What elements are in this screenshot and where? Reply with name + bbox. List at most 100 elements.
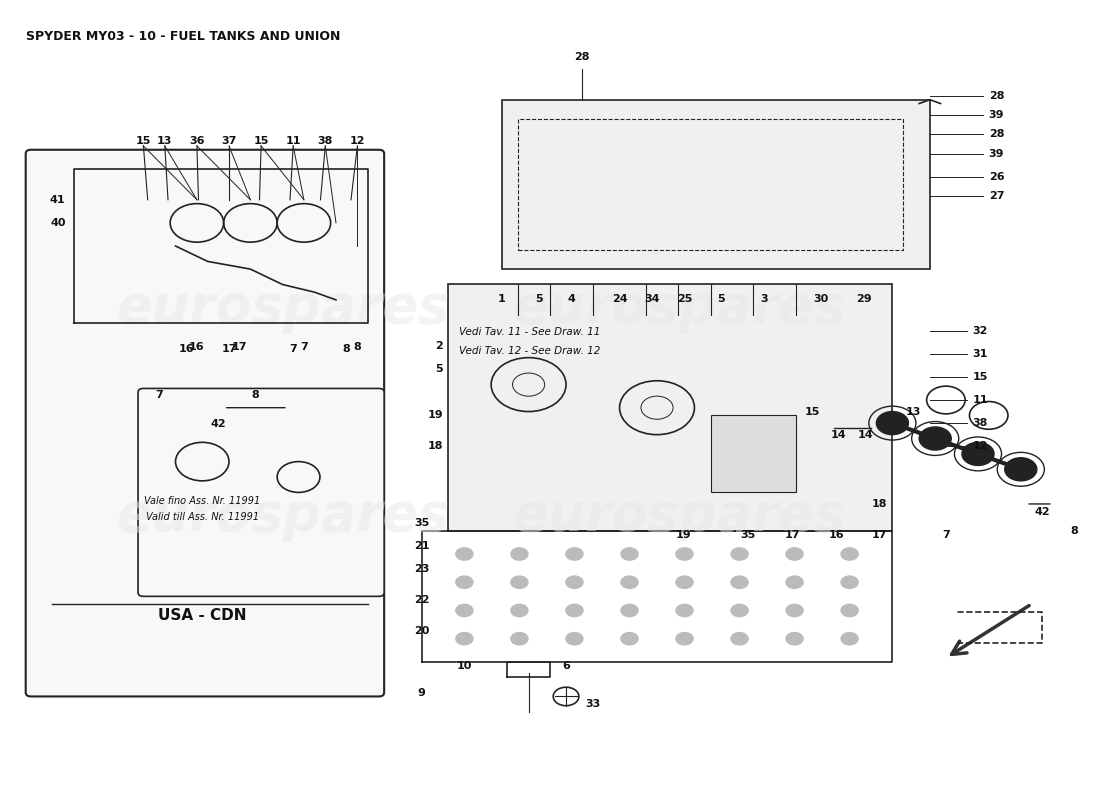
Text: 39: 39 (989, 149, 1004, 158)
Circle shape (732, 548, 748, 560)
Text: 34: 34 (644, 294, 659, 304)
Text: Valid till Ass. Nr. 11991: Valid till Ass. Nr. 11991 (145, 512, 258, 522)
Circle shape (510, 633, 528, 645)
Circle shape (842, 604, 858, 617)
Text: 11: 11 (286, 136, 301, 146)
Text: 22: 22 (414, 595, 429, 605)
Text: 17: 17 (785, 530, 801, 540)
Text: 38: 38 (318, 136, 333, 146)
Text: 36: 36 (189, 136, 205, 146)
Text: 11: 11 (972, 395, 988, 405)
Circle shape (565, 576, 583, 588)
Text: 38: 38 (972, 418, 988, 428)
Bar (449, 285, 892, 531)
Text: 19: 19 (675, 530, 692, 540)
Circle shape (786, 604, 803, 617)
Text: 8: 8 (353, 342, 361, 352)
Text: 7: 7 (942, 530, 949, 540)
Circle shape (620, 604, 638, 617)
Text: 9: 9 (418, 687, 426, 698)
Text: 41: 41 (50, 194, 66, 205)
Text: 15: 15 (253, 136, 268, 146)
Text: eurospares: eurospares (116, 490, 449, 542)
Bar (502, 100, 930, 269)
Circle shape (676, 548, 693, 560)
Text: 39: 39 (989, 110, 1004, 120)
Text: 6: 6 (562, 661, 570, 670)
Text: 15: 15 (804, 406, 820, 417)
Text: Vale fino Ass. Nr. 11991: Vale fino Ass. Nr. 11991 (144, 496, 261, 506)
Circle shape (877, 411, 909, 434)
Circle shape (920, 427, 951, 450)
Text: 4: 4 (568, 294, 575, 304)
Text: 18: 18 (428, 441, 443, 451)
Text: 26: 26 (989, 172, 1004, 182)
Text: 29: 29 (856, 294, 871, 304)
Circle shape (786, 633, 803, 645)
Circle shape (786, 548, 803, 560)
Circle shape (510, 548, 528, 560)
Text: 18: 18 (872, 499, 888, 509)
Text: eurospares: eurospares (116, 282, 449, 334)
Text: eurospares: eurospares (512, 282, 845, 334)
Text: 10: 10 (456, 661, 472, 670)
Text: 8: 8 (343, 344, 351, 354)
Circle shape (565, 548, 583, 560)
Bar (518, 119, 903, 250)
Text: 33: 33 (585, 699, 601, 709)
Text: 35: 35 (414, 518, 429, 528)
Text: 28: 28 (574, 52, 590, 62)
Circle shape (565, 633, 583, 645)
Text: 3: 3 (760, 294, 768, 304)
Circle shape (676, 576, 693, 588)
Text: 5: 5 (436, 364, 443, 374)
FancyBboxPatch shape (139, 389, 384, 596)
Text: 8: 8 (252, 390, 260, 400)
Circle shape (732, 604, 748, 617)
Circle shape (842, 576, 858, 588)
Text: 13: 13 (157, 136, 173, 146)
Circle shape (732, 576, 748, 588)
Text: 16: 16 (189, 342, 205, 352)
Circle shape (786, 576, 803, 588)
Text: eurospares: eurospares (512, 490, 845, 542)
Text: 27: 27 (989, 191, 1004, 201)
Text: 16: 16 (178, 344, 194, 354)
Text: 14: 14 (858, 430, 873, 440)
Text: 28: 28 (989, 130, 1004, 139)
Text: 7: 7 (289, 344, 297, 354)
Circle shape (565, 604, 583, 617)
Text: 14: 14 (832, 430, 847, 440)
Text: 2: 2 (436, 341, 443, 351)
Text: 32: 32 (972, 326, 988, 336)
Text: USA - CDN: USA - CDN (158, 608, 246, 623)
Text: 5: 5 (536, 294, 543, 304)
Text: Vedi Tav. 11 - See Draw. 11: Vedi Tav. 11 - See Draw. 11 (459, 327, 601, 337)
Text: 15: 15 (135, 136, 151, 146)
Text: Vedi Tav. 12 - See Draw. 12: Vedi Tav. 12 - See Draw. 12 (459, 346, 601, 356)
Text: 19: 19 (428, 410, 443, 421)
Text: 7: 7 (155, 390, 163, 400)
Text: 1: 1 (498, 294, 506, 304)
Text: 16: 16 (829, 530, 845, 540)
Circle shape (455, 604, 473, 617)
Circle shape (732, 633, 748, 645)
Text: SPYDER MY03 - 10 - FUEL TANKS AND UNION: SPYDER MY03 - 10 - FUEL TANKS AND UNION (25, 30, 340, 43)
Text: 12: 12 (972, 441, 988, 451)
Text: 17: 17 (232, 342, 248, 352)
Text: 42: 42 (210, 419, 227, 430)
Text: 17: 17 (872, 530, 888, 540)
Circle shape (510, 604, 528, 617)
Text: 17: 17 (221, 344, 236, 354)
Text: 42: 42 (1034, 506, 1050, 517)
Circle shape (455, 548, 473, 560)
Circle shape (961, 442, 994, 466)
Circle shape (510, 576, 528, 588)
Circle shape (455, 633, 473, 645)
Text: 13: 13 (906, 406, 922, 417)
Text: 30: 30 (813, 294, 828, 304)
Text: 31: 31 (972, 349, 988, 358)
Circle shape (455, 576, 473, 588)
Text: 7: 7 (300, 342, 308, 352)
Text: 40: 40 (51, 218, 66, 228)
